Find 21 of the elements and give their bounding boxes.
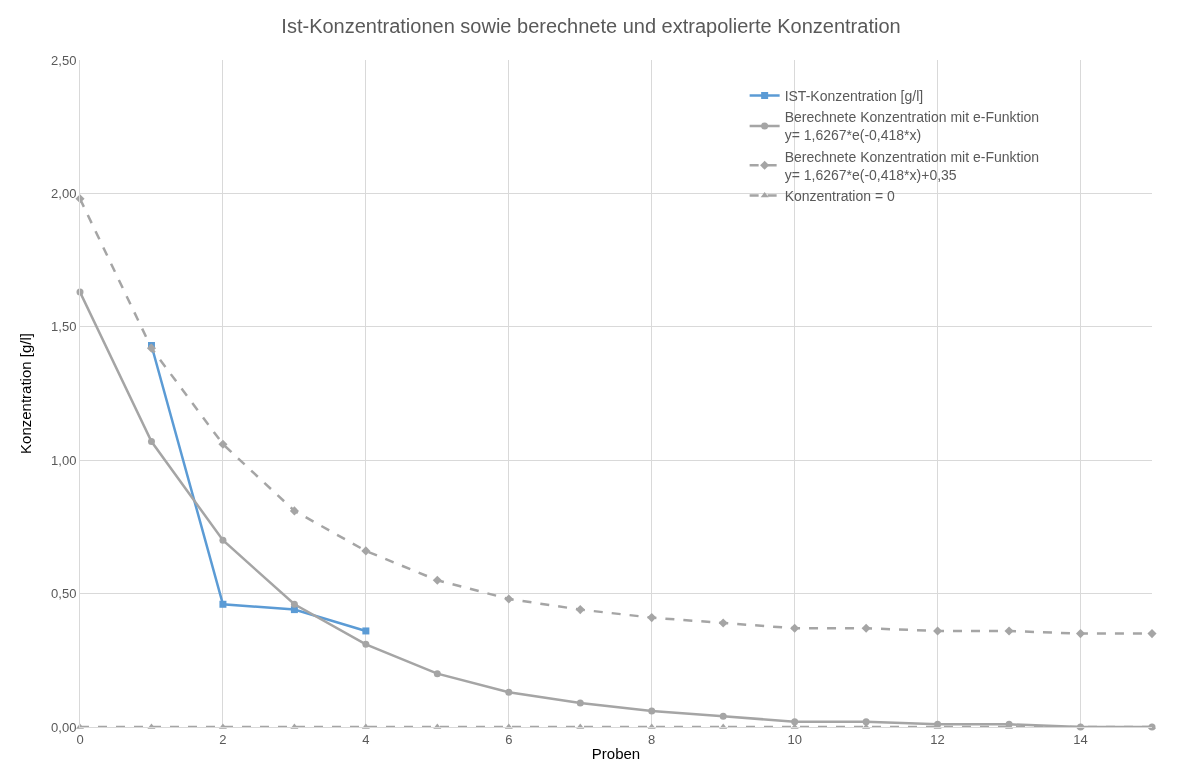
y-tick-label: 2,50 (51, 52, 77, 68)
legend-label: IST-Konzentration [g/l] (784, 88, 924, 105)
x-tick-label: 0 (76, 731, 84, 747)
y-tick-label: 2,00 (51, 185, 77, 201)
y-tick-label: 0,00 (51, 719, 77, 735)
x-tick-label: 10 (787, 731, 802, 747)
legend-label: Berechnete Konzentration mit e-Funktion y= 1,6267*e(-0,418*x)+0,35 (784, 148, 1040, 183)
legend-label: Berechnete Konzentration mit e-Funktion y= 1,6267*e(-0,418*x) (784, 109, 1040, 144)
x-tick-label: 12 (930, 731, 945, 747)
y-axis-title: Konzentration [g/l] (17, 333, 35, 454)
x-axis-title: Proben (591, 744, 641, 762)
y-tick-label: 0,50 (51, 586, 77, 602)
x-tick-label: 6 (505, 731, 513, 747)
x-tick-label: 4 (362, 731, 370, 747)
y-tick-label: 1,50 (51, 319, 77, 335)
x-tick-label: 14 (1073, 731, 1088, 747)
y-tick-label: 1,00 (51, 452, 77, 468)
legend-label: Konzentration = 0 (784, 188, 895, 205)
x-tick-label: 2 (219, 731, 227, 747)
x-tick-label: 8 (648, 731, 656, 747)
chart-title: Ist-Konzentrationen sowie berechnete und extrapolierte Konzentration (281, 15, 901, 38)
